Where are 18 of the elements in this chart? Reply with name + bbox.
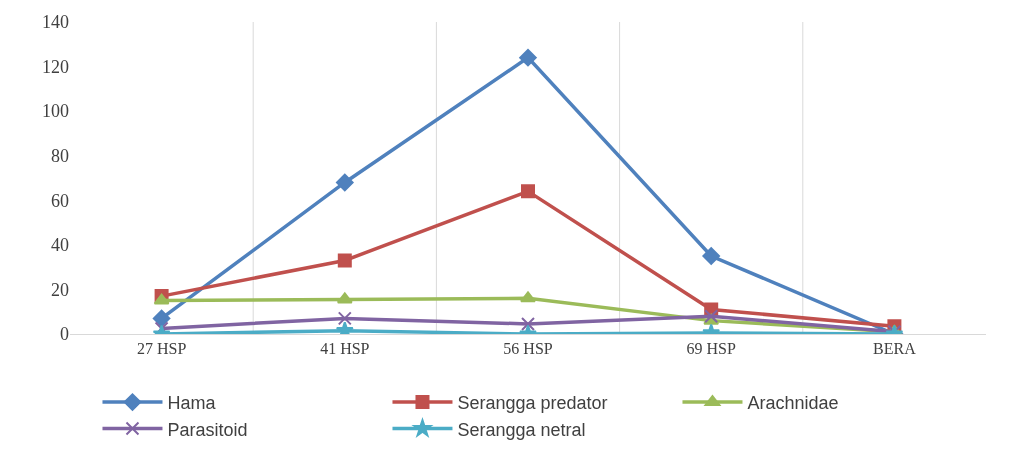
y-tick-label: 80 [51,146,69,167]
legend-label: Serangga predator [457,393,608,414]
y-tick-label: 60 [51,190,69,211]
legend-label: Arachnidae [747,393,839,414]
x-tick-label: 69 HSP [686,340,736,358]
y-tick-label: 40 [51,235,69,256]
legend-label: Hama [167,393,217,414]
x-tick-label: 56 HSP [503,340,553,358]
legend-label: Parasitoid [167,419,248,440]
legend-label: Serangga netral [457,419,586,440]
x-tick-label: 41 HSP [320,340,370,358]
y-tick-label: 100 [42,101,69,122]
y-tick-label: 20 [51,279,69,300]
x-tick-label: 27 HSP [136,340,187,358]
y-tick-label: 120 [42,56,69,77]
y-tick-label: 140 [42,12,69,33]
x-tick-label: BERA [873,340,917,358]
y-tick-label: 0 [60,324,69,345]
